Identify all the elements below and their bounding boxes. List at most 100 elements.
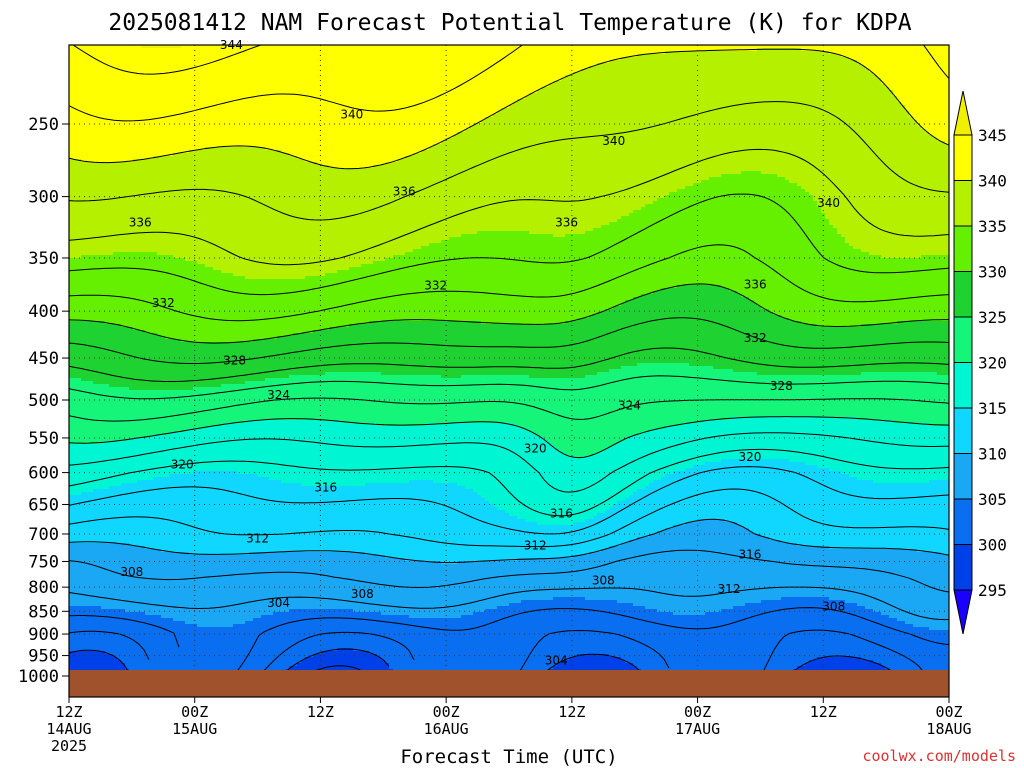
field-cell (485, 375, 490, 424)
field-cell (157, 390, 162, 436)
field-cell (341, 423, 346, 487)
field-cell (589, 456, 594, 520)
field-cell (569, 75, 574, 235)
field-cell (361, 324, 366, 373)
field-cell (141, 546, 146, 613)
field-cell (241, 147, 246, 277)
field-cell (241, 45, 246, 148)
field-cell (677, 45, 682, 52)
field-cell (401, 615, 406, 697)
field-cell (605, 447, 610, 511)
field-cell (345, 423, 350, 487)
field-cell (793, 597, 798, 670)
field-cell (465, 129, 470, 235)
field-cell (589, 519, 594, 553)
field-cell (97, 489, 102, 544)
field-cell (837, 549, 842, 601)
field-cell (789, 48, 794, 184)
field-cell (493, 324, 498, 376)
field-cell (753, 372, 758, 418)
field-cell (893, 618, 898, 676)
field-cell (729, 174, 734, 292)
field-cell (677, 426, 682, 472)
field-cell (189, 150, 194, 262)
field-cell (209, 147, 214, 268)
field-cell (873, 324, 878, 373)
field-cell (477, 495, 482, 562)
colorbar-label: 310 (978, 445, 1007, 464)
field-cell (665, 363, 670, 427)
field-cell (809, 324, 814, 376)
field-cell (905, 483, 910, 550)
field-cell (921, 45, 926, 130)
field-cell (221, 342, 226, 385)
field-cell (229, 45, 234, 148)
field-cell (349, 267, 354, 325)
field-cell (717, 177, 722, 286)
field-cell (653, 480, 658, 535)
field-cell (837, 45, 842, 55)
field-cell (421, 618, 426, 697)
field-cell (925, 483, 930, 553)
field-cell (397, 159, 402, 256)
field-cell (901, 423, 906, 484)
field-cell (505, 45, 510, 109)
field-cell (133, 390, 138, 439)
field-cell (141, 159, 146, 253)
field-cell (69, 444, 74, 496)
field-cell (813, 45, 818, 52)
field-cell (309, 486, 314, 553)
field-cell (341, 552, 346, 610)
field-cell (941, 480, 946, 556)
field-cell (613, 222, 618, 307)
field-cell (561, 597, 566, 661)
field-cell (85, 381, 90, 445)
field-cell (413, 561, 418, 619)
field-cell (653, 363, 658, 430)
field-cell (485, 324, 490, 376)
field-cell (897, 321, 902, 373)
field-cell (289, 279, 294, 337)
field-cell (805, 192, 810, 325)
field-cell (837, 327, 842, 376)
field-cell (573, 378, 578, 457)
field-cell (233, 45, 238, 148)
field-cell (241, 276, 246, 343)
field-cell (501, 375, 506, 424)
field-cell (861, 480, 866, 550)
field-cell (189, 45, 194, 151)
field-cell (901, 549, 906, 622)
field-cell (841, 549, 846, 601)
field-cell (789, 462, 794, 544)
field-cell (189, 342, 194, 391)
field-cell (717, 51, 722, 178)
field-cell (173, 153, 178, 259)
field-cell (369, 423, 374, 484)
y-tick-label: 800 (28, 578, 59, 598)
field-cell (613, 60, 618, 223)
field-cell (677, 471, 682, 526)
field-cell (741, 297, 746, 373)
field-cell (737, 525, 742, 607)
field-cell (353, 267, 358, 325)
field-cell (413, 321, 418, 376)
field-cell (481, 423, 486, 499)
field-cell (753, 417, 758, 460)
field-cell (733, 417, 738, 460)
field-cell (509, 603, 514, 697)
field-cell (105, 441, 110, 490)
field-cell (489, 609, 494, 697)
field-cell (853, 603, 858, 658)
field-cell (297, 609, 302, 664)
field-cell (733, 291, 738, 373)
field-cell (153, 390, 158, 436)
field-cell (825, 375, 830, 418)
field-cell (621, 216, 626, 304)
field-cell (853, 45, 858, 61)
field-cell (397, 426, 402, 484)
field-cell (293, 483, 298, 553)
field-cell (485, 501, 490, 562)
field-cell (809, 45, 814, 52)
field-cell (245, 45, 250, 148)
field-cell (445, 378, 450, 424)
